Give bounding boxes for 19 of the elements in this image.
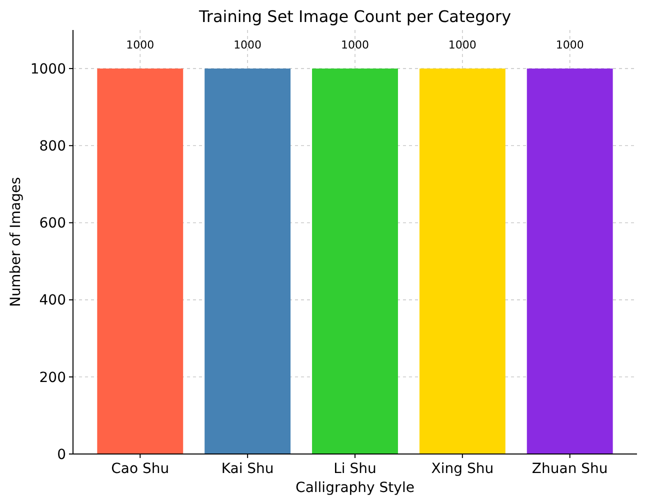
x-tick-label: Zhuan Shu xyxy=(532,461,608,477)
y-tick-label: 400 xyxy=(39,292,66,309)
x-tick-label: Kai Shu xyxy=(221,461,274,477)
y-tick-label: 0 xyxy=(57,446,66,463)
y-tick-label: 800 xyxy=(39,138,66,155)
x-tick-label: Cao Shu xyxy=(111,461,170,477)
x-axis-title: Calligraphy Style xyxy=(296,480,414,496)
x-tick-label: Li Shu xyxy=(334,461,376,477)
data-label: 1000 xyxy=(234,38,262,52)
x-tick-label: Xing Shu xyxy=(431,461,494,477)
y-tick-label: 600 xyxy=(39,216,66,232)
data-label: 1000 xyxy=(556,38,584,52)
data-label: 1000 xyxy=(341,38,369,52)
y-axis-title: Number of Images xyxy=(8,177,24,307)
data-label: 1000 xyxy=(126,38,154,52)
y-tick-label: 200 xyxy=(39,370,66,386)
data-label: 1000 xyxy=(448,38,476,52)
y-tick-label: 1000 xyxy=(30,61,66,78)
chart-title: Training Set Image Count per Category xyxy=(198,7,512,26)
